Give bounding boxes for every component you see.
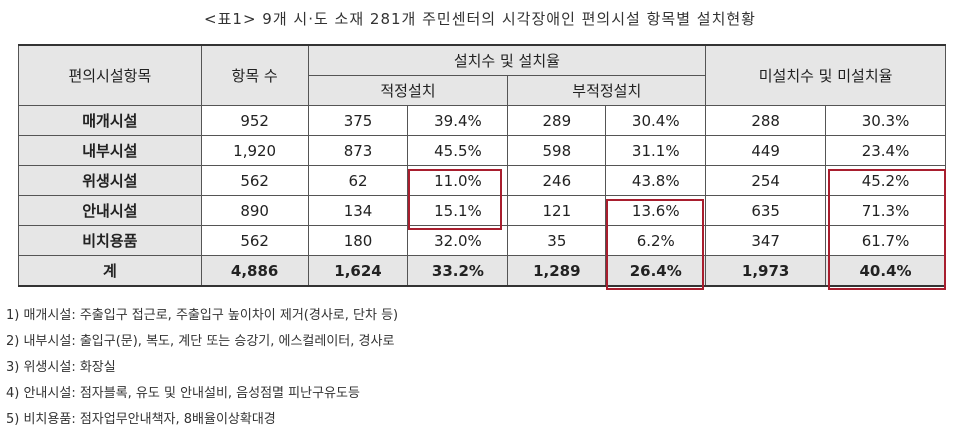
cell-count: 562 xyxy=(200,225,309,256)
cell-proper-pct: 45.5% xyxy=(407,135,509,166)
header-count: 항목 수 xyxy=(200,44,309,106)
cell-improper-n: 598 xyxy=(507,135,607,166)
total-none-n: 1,973 xyxy=(705,255,827,287)
footnote: 5) 비치용품: 점자업무안내책자, 8배율이상확대경 xyxy=(6,412,276,427)
table-row: 안내시설 890 134 15.1% 121 13.6% 635 71.3% xyxy=(18,195,946,226)
footnote: 4) 안내시설: 점자블록, 유도 및 안내설비, 음성점멸 피난구유도등 xyxy=(6,386,360,401)
header-category: 편의시설항목 xyxy=(18,44,202,106)
header-improper: 부적정설치 xyxy=(507,75,707,106)
cell-none-n: 449 xyxy=(705,135,827,166)
cell-none-n: 254 xyxy=(705,165,827,196)
cell-count: 1,920 xyxy=(200,135,309,166)
cell-none-pct: 23.4% xyxy=(825,135,946,166)
cell-proper-n: 873 xyxy=(307,135,409,166)
header-not-installed: 미설치수 및 미설치율 xyxy=(705,44,946,106)
table-row: 비치용품 562 180 32.0% 35 6.2% 347 61.7% xyxy=(18,225,946,256)
cell-none-pct: 30.3% xyxy=(825,105,946,136)
cell-improper-n: 289 xyxy=(507,105,607,136)
cell-proper-pct: 11.0% xyxy=(407,165,509,196)
cell-improper-pct: 43.8% xyxy=(605,165,707,196)
cell-none-pct: 61.7% xyxy=(825,225,946,256)
total-proper-pct: 33.2% xyxy=(407,255,509,287)
cell-none-pct: 45.2% xyxy=(825,165,946,196)
total-improper-n: 1,289 xyxy=(507,255,607,287)
cell-proper-pct: 32.0% xyxy=(407,225,509,256)
cell-none-n: 635 xyxy=(705,195,827,226)
cell-count: 952 xyxy=(200,105,309,136)
row-category: 위생시설 xyxy=(18,165,202,196)
cell-count: 890 xyxy=(200,195,309,226)
facility-table: 편의시설항목 항목 수 설치수 및 설치율 미설치수 및 미설치율 적정설치 부… xyxy=(18,44,946,287)
cell-proper-n: 180 xyxy=(307,225,409,256)
cell-improper-n: 121 xyxy=(507,195,607,226)
footnote: 2) 내부시설: 출입구(문), 복도, 계단 또는 승강기, 에스컬레이터, … xyxy=(6,334,395,349)
cell-proper-pct: 39.4% xyxy=(407,105,509,136)
cell-proper-n: 375 xyxy=(307,105,409,136)
footnote: 3) 위생시설: 화장실 xyxy=(6,360,116,375)
row-category: 비치용품 xyxy=(18,225,202,256)
header-installed: 설치수 및 설치율 xyxy=(307,44,707,76)
cell-proper-n: 134 xyxy=(307,195,409,226)
cell-improper-pct: 13.6% xyxy=(605,195,707,226)
cell-none-pct: 71.3% xyxy=(825,195,946,226)
footnote: 1) 매개시설: 주출입구 접근로, 주출입구 높이차이 제거(경사로, 단차 … xyxy=(6,308,399,323)
cell-improper-n: 246 xyxy=(507,165,607,196)
cell-count: 562 xyxy=(200,165,309,196)
table-row: 매개시설 952 375 39.4% 289 30.4% 288 30.3% xyxy=(18,105,946,136)
cell-improper-pct: 6.2% xyxy=(605,225,707,256)
cell-improper-pct: 31.1% xyxy=(605,135,707,166)
cell-improper-pct: 30.4% xyxy=(605,105,707,136)
cell-none-n: 347 xyxy=(705,225,827,256)
cell-proper-n: 62 xyxy=(307,165,409,196)
row-category: 매개시설 xyxy=(18,105,202,136)
table-caption: <표1> 9개 시·도 소재 281개 주민센터의 시각장애인 편의시설 항목별… xyxy=(204,10,756,28)
header-proper: 적정설치 xyxy=(307,75,509,106)
row-category: 내부시설 xyxy=(18,135,202,166)
cell-improper-n: 35 xyxy=(507,225,607,256)
total-row: 계 4,886 1,624 33.2% 1,289 26.4% 1,973 40… xyxy=(18,255,946,287)
total-none-pct: 40.4% xyxy=(825,255,946,287)
table-row: 위생시설 562 62 11.0% 246 43.8% 254 45.2% xyxy=(18,165,946,196)
cell-none-n: 288 xyxy=(705,105,827,136)
total-label: 계 xyxy=(18,255,202,287)
footnotes: 1) 매개시설: 주출입구 접근로, 주출입구 높이차이 제거(경사로, 단차 … xyxy=(6,303,398,433)
total-proper-n: 1,624 xyxy=(307,255,409,287)
row-category: 안내시설 xyxy=(18,195,202,226)
total-improper-pct: 26.4% xyxy=(605,255,707,287)
cell-proper-pct: 15.1% xyxy=(407,195,509,226)
table-row: 내부시설 1,920 873 45.5% 598 31.1% 449 23.4% xyxy=(18,135,946,166)
total-count: 4,886 xyxy=(200,255,309,287)
